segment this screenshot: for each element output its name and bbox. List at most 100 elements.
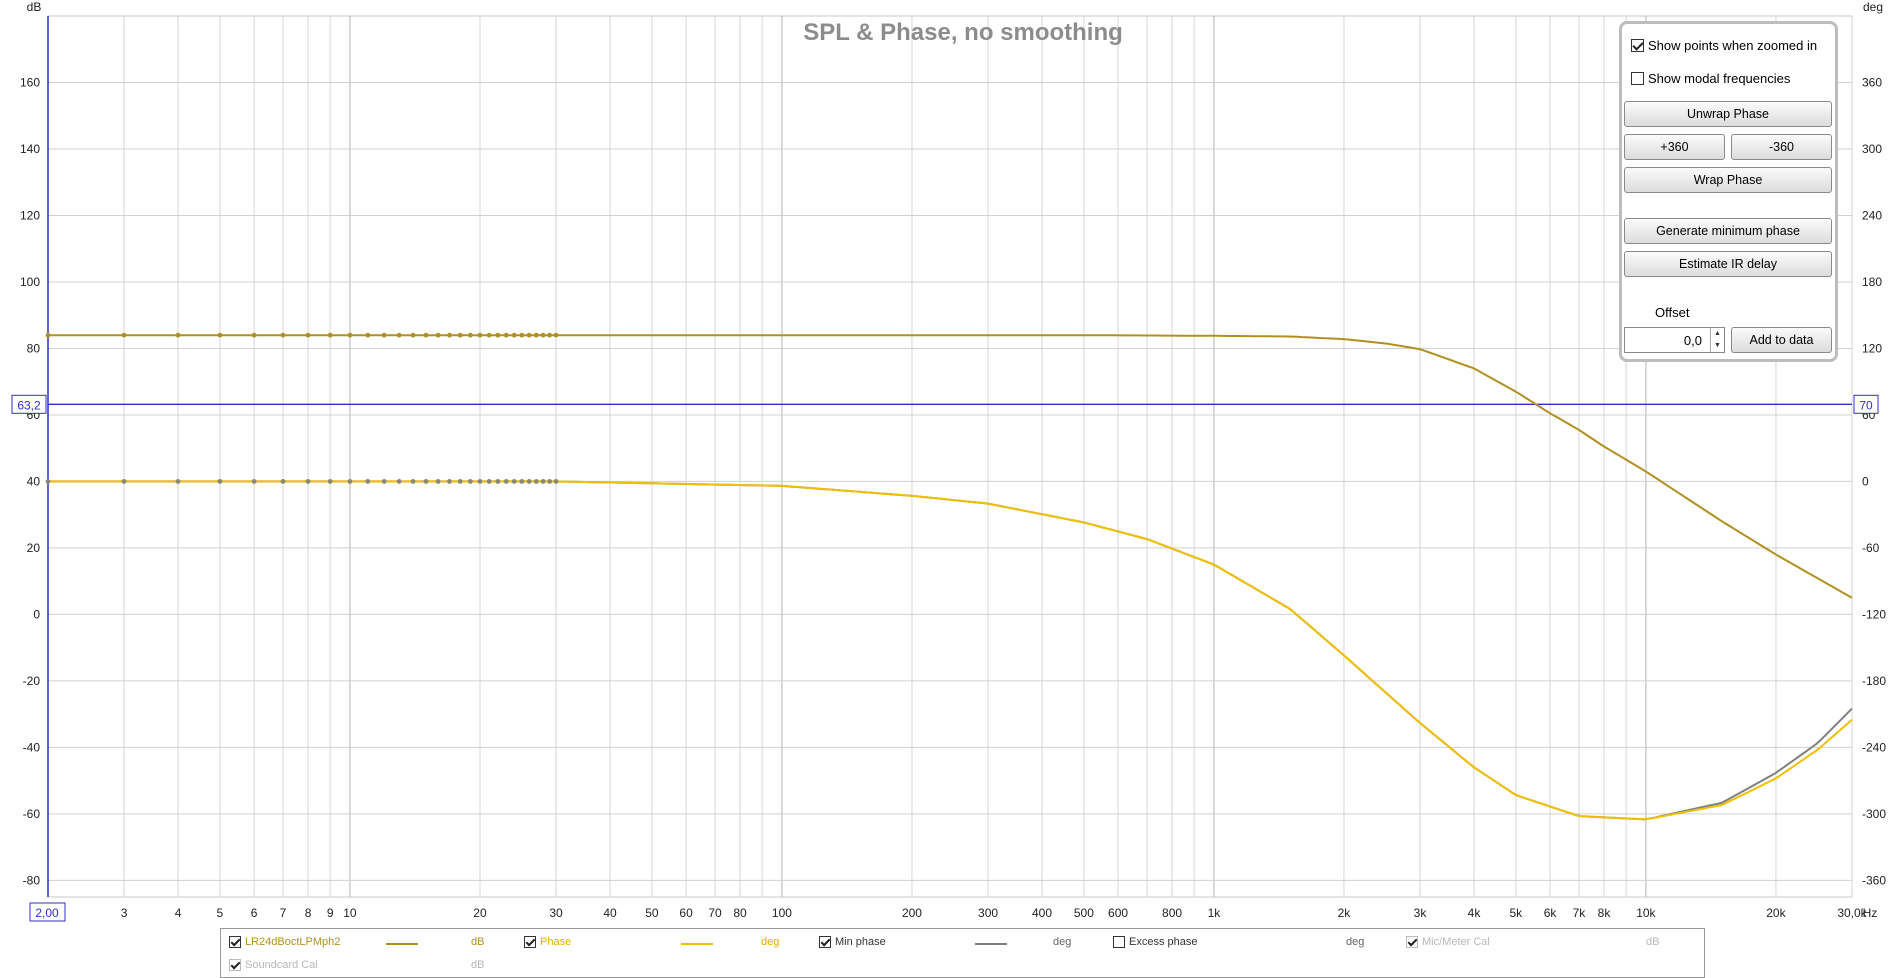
wrap-phase-button[interactable]: Wrap Phase: [1624, 167, 1832, 193]
phase-data-point: [540, 479, 546, 484]
y-left-tick-label: -40: [23, 740, 41, 754]
spl-data-point: [121, 332, 127, 338]
x-tick-label: 6k: [1544, 906, 1558, 920]
show-modal-checkbox[interactable]: [1631, 72, 1644, 85]
spl-data-point: [519, 332, 525, 338]
phase-data-point: [396, 479, 402, 484]
show-modal-label: Show modal frequencies: [1648, 71, 1791, 86]
x-tick-label: 100: [772, 906, 792, 920]
spl-data-point: [305, 332, 311, 338]
spl-data-point: [347, 332, 353, 338]
phase-data-point: [467, 479, 473, 484]
legend-label-min-phase: Min phase: [835, 936, 886, 948]
offset-value: 0,0: [1683, 332, 1702, 348]
y-left-tick-label: -80: [23, 873, 41, 887]
offset-input[interactable]: 0,0 ▲ ▼: [1624, 327, 1725, 353]
phase-data-point: [347, 479, 353, 484]
minus-360-button[interactable]: -360: [1731, 134, 1832, 160]
x-tick-label: 200: [902, 906, 922, 920]
legend-checkbox-soundcard-cal[interactable]: [229, 959, 241, 971]
legend-line-phase: [681, 943, 713, 945]
x-tick-label: 60: [679, 906, 693, 920]
x-unit-label: Hz: [1863, 906, 1878, 920]
y-right-tick-label: 300: [1862, 142, 1882, 156]
x-tick-label: 3k: [1414, 906, 1428, 920]
y-right-tick-label: -120: [1862, 607, 1886, 621]
x-tick-label: 800: [1162, 906, 1182, 920]
y-left-tick-label: 80: [27, 341, 41, 355]
show-points-checkbox-row[interactable]: Show points when zoomed in: [1631, 38, 1817, 53]
legend-item-spl[interactable]: LR24dBoctLPMph2: [229, 936, 340, 948]
spl-data-point: [533, 332, 539, 338]
legend-label-excess-phase: Excess phase: [1129, 936, 1198, 948]
legend-label-phase: Phase: [540, 936, 572, 948]
legend-label-spl: LR24dBoctLPMph2: [245, 936, 341, 948]
spl-data-point: [435, 332, 441, 338]
phase-data-point: [365, 479, 371, 484]
legend-line-min-phase: [975, 943, 1007, 945]
phase-data-point: [410, 479, 416, 484]
phase-data-point: [526, 479, 532, 484]
phase-data-point: [477, 479, 483, 484]
y-right-tick-label: 120: [1862, 341, 1882, 355]
phase-data-point: [495, 479, 501, 484]
y-right-tick-label: -240: [1862, 740, 1886, 754]
y-left-tick-label: 100: [20, 275, 40, 289]
legend-checkbox-excess-phase[interactable]: [1113, 936, 1125, 948]
spl-data-point: [327, 332, 333, 338]
y-right-tick-label: 0: [1862, 474, 1869, 488]
legend-item-phase[interactable]: Phase: [524, 936, 571, 948]
x-tick-label: 10k: [1636, 906, 1656, 920]
y-right-tick-label: -300: [1862, 807, 1886, 821]
show-points-checkbox[interactable]: [1631, 39, 1644, 52]
spl-data-point: [280, 332, 286, 338]
x-range-start-label: 2,00: [35, 906, 59, 920]
spl-data-point: [467, 332, 473, 338]
phase-data-point: [121, 479, 127, 484]
phase-data-point: [553, 479, 559, 484]
unwrap-phase-button[interactable]: Unwrap Phase: [1624, 101, 1832, 127]
legend-item-excess-phase[interactable]: Excess phase: [1113, 936, 1197, 948]
show-modal-checkbox-row[interactable]: Show modal frequencies: [1631, 71, 1790, 86]
legend-unit-min-phase: deg: [1053, 936, 1072, 948]
y-left-tick-label: -20: [23, 674, 41, 688]
spl-data-point: [365, 332, 371, 338]
estimate-ir-delay-button[interactable]: Estimate IR delay: [1624, 251, 1832, 277]
phase-data-point: [447, 479, 452, 484]
spl-data-point: [526, 332, 532, 338]
y-right-unit-label: deg: [1863, 0, 1883, 14]
spl-data-point: [503, 332, 509, 338]
generate-minimum-phase-button[interactable]: Generate minimum phase: [1624, 218, 1832, 244]
legend-label-mic-cal: Mic/Meter Cal: [1422, 936, 1490, 948]
phase-data-point: [457, 479, 463, 484]
legend-item-min-phase[interactable]: Min phase: [819, 936, 886, 948]
x-tick-label: 9: [327, 906, 334, 920]
x-tick-label: 20: [473, 906, 487, 920]
x-tick-label: 600: [1108, 906, 1128, 920]
phase-data-point: [327, 479, 333, 484]
legend-item-mic-cal[interactable]: Mic/Meter Cal: [1406, 936, 1490, 948]
add-to-data-button[interactable]: Add to data: [1731, 327, 1832, 353]
legend-checkbox-phase[interactable]: [524, 936, 536, 948]
plus-360-button[interactable]: +360: [1624, 134, 1725, 160]
x-tick-label: 8k: [1598, 906, 1612, 920]
x-tick-label: 3: [121, 906, 128, 920]
y-left-tick-label: 120: [20, 208, 40, 222]
legend-item-soundcard-cal[interactable]: Soundcard Cal: [229, 959, 318, 971]
x-tick-label: 7k: [1573, 906, 1587, 920]
legend-checkbox-spl[interactable]: [229, 936, 241, 948]
spl-data-point: [423, 332, 429, 338]
cursor-right-box: [1853, 394, 1879, 414]
legend-checkbox-mic-cal[interactable]: [1406, 936, 1418, 948]
x-tick-label: 7: [280, 906, 287, 920]
legend-checkbox-min-phase[interactable]: [819, 936, 831, 948]
spl-data-point: [45, 332, 51, 338]
x-tick-label: 300: [978, 906, 998, 920]
legend-label-soundcard-cal: Soundcard Cal: [245, 959, 318, 971]
chart-title: SPL & Phase, no smoothing: [803, 19, 1123, 46]
offset-spinner[interactable]: ▲ ▼: [1710, 328, 1724, 352]
x-tick-label: 5: [217, 906, 224, 920]
x-tick-label: 8: [305, 906, 312, 920]
cursor-left-label: 63,2: [17, 398, 41, 412]
